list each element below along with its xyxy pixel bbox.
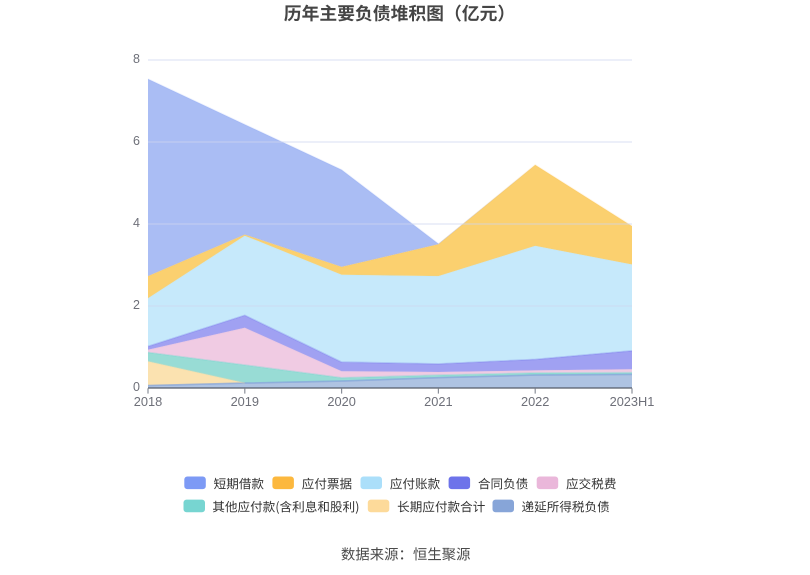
svg-text:6: 6 bbox=[133, 134, 140, 148]
svg-text:2020: 2020 bbox=[327, 394, 355, 409]
svg-text:2022: 2022 bbox=[521, 394, 549, 409]
svg-text:2021: 2021 bbox=[424, 394, 452, 409]
svg-text:2019: 2019 bbox=[231, 394, 259, 409]
svg-text:0: 0 bbox=[133, 380, 140, 394]
svg-text:2: 2 bbox=[133, 298, 140, 312]
svg-text:8: 8 bbox=[133, 52, 140, 66]
svg-text:2023H1: 2023H1 bbox=[610, 394, 655, 409]
svg-text:4: 4 bbox=[133, 216, 140, 230]
svg-text:2018: 2018 bbox=[134, 394, 162, 409]
